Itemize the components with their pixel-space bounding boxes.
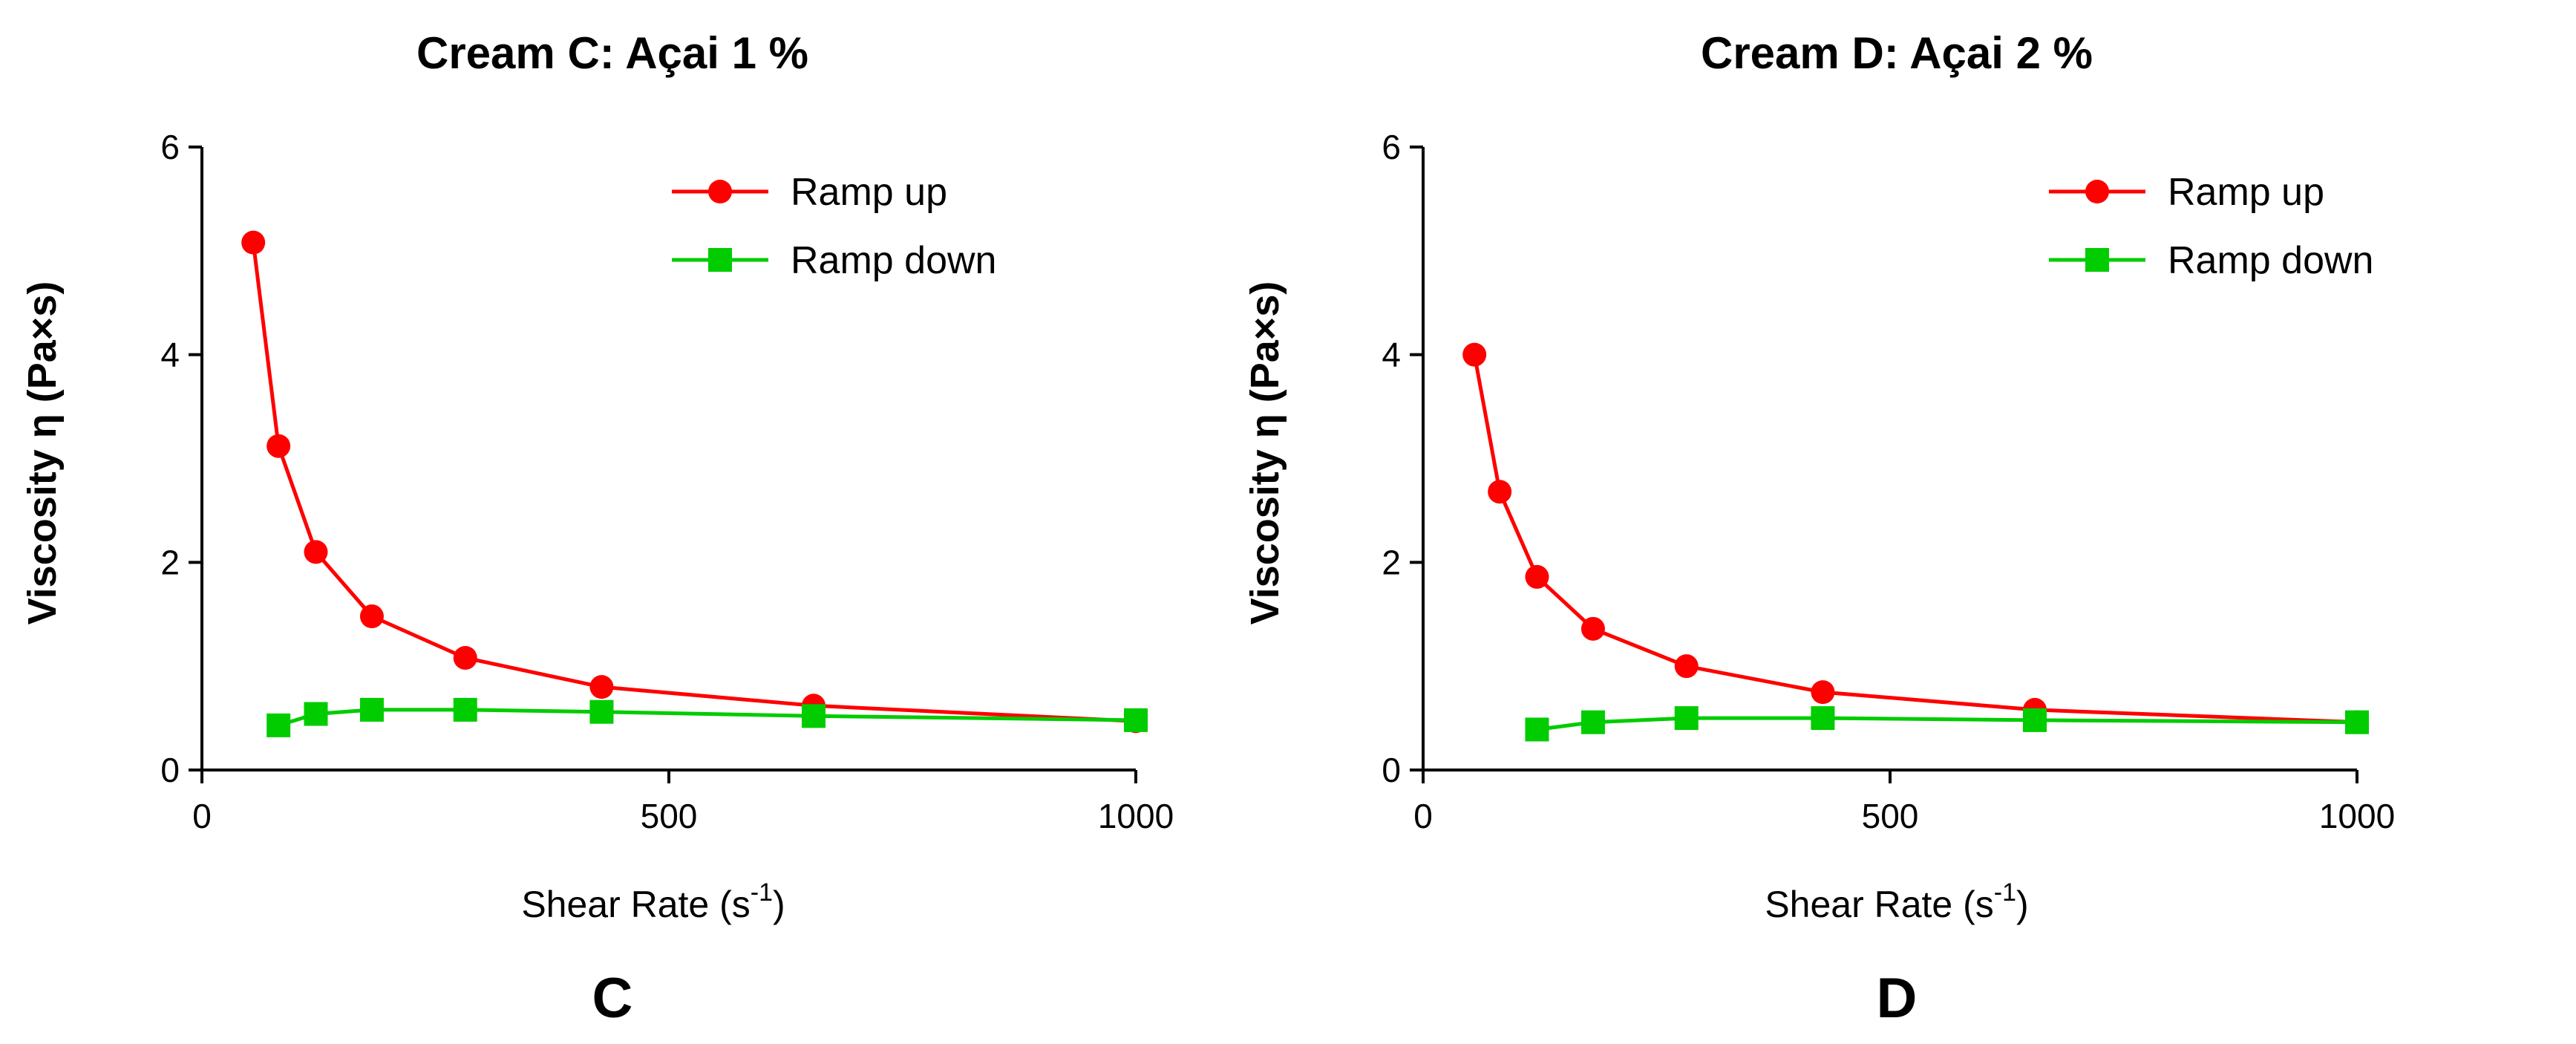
data-point [241, 230, 266, 255]
data-point [1488, 480, 1512, 504]
data-point [589, 699, 614, 724]
y-tick-label: 6 [1382, 128, 1401, 166]
data-point [1811, 706, 1835, 731]
series-layer [241, 230, 1148, 737]
legend-label: Ramp up [2168, 171, 2324, 214]
data-point [304, 702, 328, 726]
x-axis-label-close: ) [773, 884, 785, 925]
data-point [801, 704, 826, 728]
x-tick-label: 1000 [1098, 797, 1174, 835]
legend-marker [2085, 248, 2109, 272]
y-tick-label: 0 [160, 751, 180, 789]
data-point [267, 713, 291, 737]
x-axis-label-superscript: -1 [1994, 878, 2016, 907]
data-point [304, 540, 328, 564]
data-point [1462, 342, 1487, 367]
panel-label: D [1877, 967, 1918, 1030]
series-line [251, 242, 1137, 723]
data-point [453, 697, 477, 722]
x-tick-label: 0 [1413, 797, 1433, 835]
y-tick-label: 6 [160, 128, 180, 166]
data-point [1580, 616, 1605, 641]
y-tick-label: 2 [160, 543, 180, 581]
data-point [2345, 710, 2369, 734]
x-tick-label: 500 [1862, 797, 1919, 835]
y-axis-label: Viscosity η (Pa×s) [20, 281, 65, 625]
axes: 0 2 4 6 0 500 1000 [1382, 128, 2395, 835]
series-layer [1462, 342, 2369, 742]
data-point [453, 645, 477, 670]
x-axis-label-text: Shear Rate (s [1765, 884, 1993, 925]
data-point [1525, 564, 1549, 589]
data-point [1525, 717, 1549, 742]
data-point [1580, 710, 1605, 734]
legend: Ramp up Ramp down [672, 171, 996, 282]
chart-title: Cream C: Açai 1 % [416, 28, 808, 78]
data-point [589, 675, 614, 699]
series-line [1472, 354, 2358, 725]
legend-label: Ramp up [791, 171, 947, 214]
data-point [1674, 706, 1699, 731]
y-tick-label: 4 [160, 336, 180, 374]
data-point [1124, 708, 1148, 732]
legend-marker [708, 248, 732, 272]
legend-marker [708, 180, 732, 203]
y-tick-label: 2 [1382, 543, 1401, 581]
legend-label: Ramp down [791, 239, 996, 282]
x-axis-label-superscript: -1 [751, 878, 773, 907]
data-point [359, 604, 384, 629]
panel-c: Cream C: Açai 1 % 0 2 4 6 0 500 1000 Viscosity… [20, 28, 1174, 1030]
series-line [278, 708, 1137, 728]
data-point [267, 434, 291, 458]
y-tick-label: 0 [1382, 751, 1401, 789]
data-point [1674, 654, 1699, 679]
x-tick-label: 1000 [2319, 797, 2395, 835]
axes: 0 2 4 6 0 500 1000 [160, 128, 1174, 835]
legend-marker [2085, 180, 2109, 203]
data-point [1811, 680, 1835, 705]
x-tick-label: 0 [192, 797, 212, 835]
x-axis-label-text: Shear Rate (s [521, 884, 750, 925]
panel-label: C [592, 967, 633, 1030]
y-tick-label: 4 [1382, 336, 1401, 374]
x-axis-label: Shear Rate (s-1) [1765, 878, 2028, 925]
x-axis-label: Shear Rate (s-1) [521, 878, 785, 925]
legend: Ramp up Ramp down [2049, 171, 2373, 282]
y-axis-label: Viscosity η (Pa×s) [1243, 281, 1287, 625]
legend-label: Ramp down [2168, 239, 2373, 282]
panel-d: Cream D: Açai 2 % 0 2 4 6 0 500 1000 Viscosity… [1243, 28, 2395, 1030]
chart-title: Cream D: Açai 2 % [1701, 28, 2093, 78]
x-tick-label: 500 [641, 797, 698, 835]
data-point [359, 697, 384, 722]
series-line [1537, 716, 2358, 731]
data-point [2022, 708, 2047, 732]
x-axis-label-close: ) [2016, 884, 2029, 925]
